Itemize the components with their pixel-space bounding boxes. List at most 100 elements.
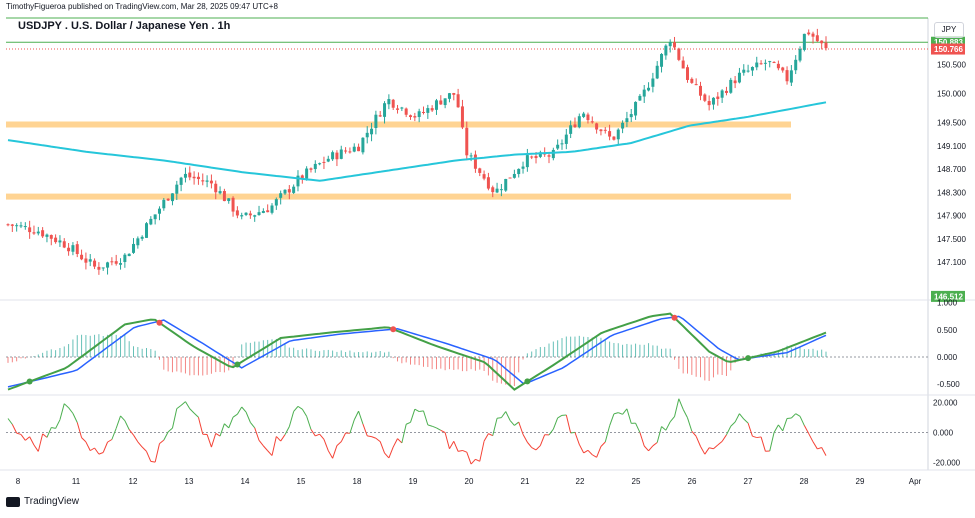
osc-segment (207, 434, 211, 447)
osc-segment (64, 404, 68, 408)
candle-body (158, 209, 161, 214)
support-resistance-zone-1 (6, 194, 791, 200)
candle-body (560, 143, 563, 144)
osc-segment (579, 444, 583, 452)
osc-segment (359, 411, 363, 424)
candle-body (227, 198, 230, 201)
time-tick-label: 19 (409, 477, 418, 486)
candle-body (643, 90, 646, 97)
candle-body (803, 34, 806, 50)
osc-segment (211, 433, 215, 447)
price-tick-label: 148.300 (937, 188, 966, 197)
osc-segment (73, 413, 77, 422)
time-tick-label: 26 (688, 477, 697, 486)
candle-body (201, 180, 204, 181)
osc-segment (272, 436, 276, 455)
candle-body (768, 61, 771, 62)
candle-body (734, 80, 737, 83)
candle-body (266, 210, 269, 212)
candle-body (599, 129, 602, 131)
candle-body (721, 90, 724, 97)
candle-body (591, 121, 594, 122)
candle-body (275, 199, 278, 205)
candle-body (175, 185, 178, 194)
osc-segment (731, 422, 735, 426)
osc-segment (142, 447, 146, 451)
candle-body (664, 46, 667, 56)
candle-body (223, 191, 226, 201)
candle-body (426, 108, 429, 113)
candle-body (656, 66, 659, 79)
candle-body (93, 261, 96, 267)
osc-segment (281, 435, 285, 441)
osc-segment (86, 442, 90, 451)
candle-body (812, 34, 815, 37)
osc-segment (402, 424, 406, 443)
candle-body (19, 225, 22, 226)
candle-body (180, 178, 183, 185)
candle-body (612, 137, 615, 140)
osc-segment (458, 450, 462, 451)
osc-segment (328, 451, 332, 459)
currency-button[interactable]: JPY (934, 22, 964, 38)
candle-body (123, 255, 126, 262)
osc-segment (363, 424, 367, 436)
osc-segment (605, 426, 609, 442)
candle-body (703, 95, 706, 101)
candle-body (357, 147, 360, 151)
osc-segment (25, 437, 29, 441)
time-tick-label: 21 (521, 477, 530, 486)
osc-segment (125, 421, 129, 430)
candle-body (340, 150, 343, 159)
price-tick-label: 149.500 (937, 119, 966, 128)
candle-body (535, 156, 538, 158)
osc-segment (726, 426, 730, 435)
osc-segment (250, 422, 254, 427)
candle-body (41, 230, 44, 236)
candle-body (193, 177, 196, 178)
candle-body (799, 49, 802, 61)
candle-body (483, 174, 486, 178)
candle-body (37, 232, 40, 234)
osc-segment (761, 437, 765, 451)
osc-segment (739, 414, 743, 419)
macd-cross-dot (156, 320, 162, 326)
osc-segment (718, 441, 722, 445)
candle-body (608, 131, 611, 136)
candle-body (314, 164, 317, 169)
candle-body (249, 213, 252, 215)
candle-body (89, 259, 92, 261)
candle-body (777, 64, 780, 68)
macd-tick-label: -0.500 (937, 380, 960, 389)
candle-body (262, 211, 265, 213)
candle-body (448, 93, 451, 99)
candle-body (431, 108, 434, 110)
osc-segment (233, 414, 237, 417)
osc-segment (532, 448, 536, 450)
osc-segment (735, 414, 739, 422)
osc-segment (181, 402, 185, 406)
osc-segment (294, 406, 298, 411)
osc-segment (774, 425, 778, 433)
osc-segment (333, 446, 337, 459)
candle-body (279, 193, 282, 198)
osc-segment (389, 447, 393, 458)
candle-body (825, 43, 828, 48)
candle-body (322, 162, 325, 163)
osc-segment (190, 409, 194, 413)
candle-body (647, 88, 650, 91)
osc-segment (246, 412, 250, 422)
osc-segment (56, 420, 60, 429)
osc-segment (688, 418, 692, 431)
osc-segment (679, 399, 683, 410)
osc-segment (151, 461, 155, 462)
osc-segment (60, 404, 64, 420)
osc-segment (116, 416, 120, 428)
osc-segment (43, 434, 47, 438)
candle-body (353, 147, 356, 152)
candle-body (457, 94, 460, 107)
osc-segment (220, 424, 224, 436)
osc-segment (462, 450, 466, 452)
osc-segment (514, 422, 518, 425)
candle-body (651, 79, 654, 87)
